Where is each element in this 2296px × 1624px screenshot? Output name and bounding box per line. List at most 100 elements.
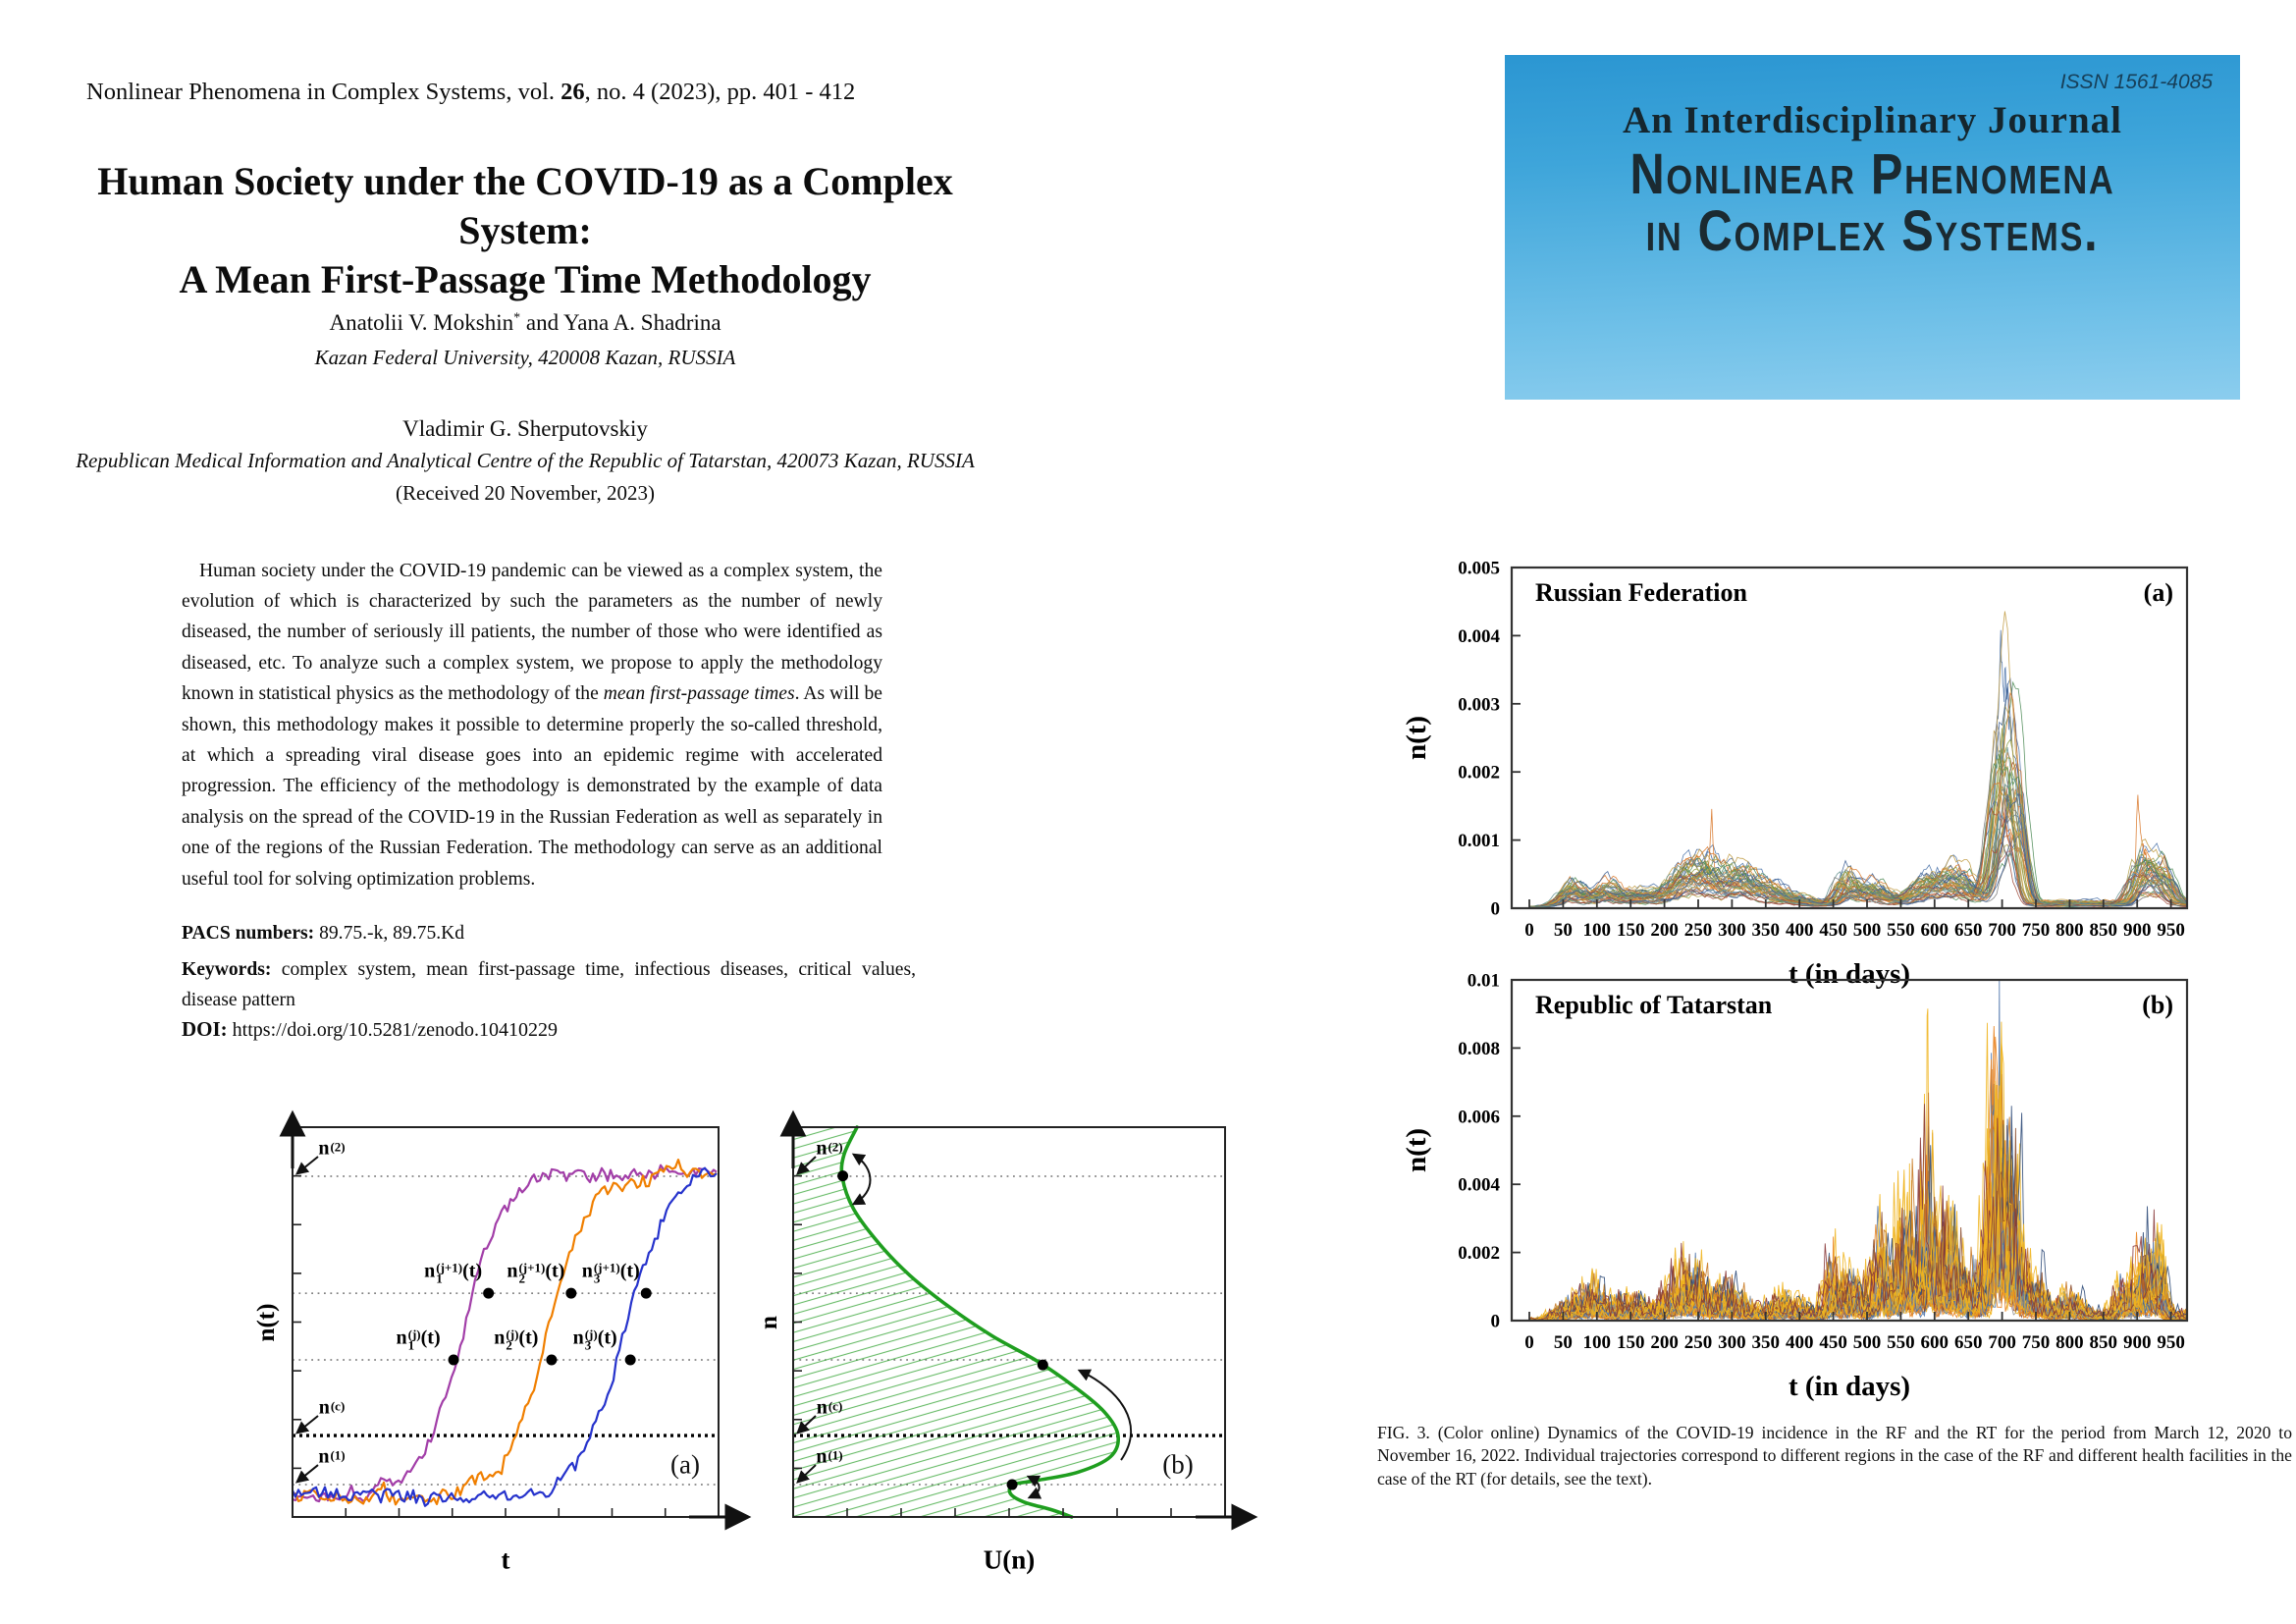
svg-text:0.005: 0.005 — [1458, 559, 1500, 579]
svg-text:50: 50 — [1554, 1332, 1573, 1353]
keywords-line: Keywords: complex system, mean first-pas… — [182, 954, 916, 1016]
keywords-value: complex system, mean first-passage time,… — [182, 959, 916, 1011]
svg-text:0: 0 — [1524, 920, 1534, 941]
svg-text:200: 200 — [1650, 920, 1679, 941]
fig3-panel-a-russian-federation: 0 0.001 0.002 0.003 0.004 0.005 0 50 100 150 200 25… — [1374, 530, 2296, 992]
svg-text:600: 600 — [1921, 920, 1949, 941]
svg-text:650: 650 — [1954, 920, 1983, 941]
svg-text:750: 750 — [2022, 1332, 2051, 1353]
state-dot-2 — [1006, 1479, 1018, 1490]
crossing-label-0-1: n (j+1) 2 (t) — [507, 1260, 565, 1286]
keywords-label: Keywords: — [182, 959, 272, 980]
svg-text:0.006: 0.006 — [1458, 1107, 1500, 1127]
svg-text:n(t): n(t) — [1401, 716, 1432, 760]
svg-text:0.001: 0.001 — [1458, 831, 1500, 851]
crossing-label-1-2: n (j) 3 (t) — [572, 1326, 617, 1353]
svg-text:400: 400 — [1786, 920, 1814, 941]
cover-issn: ISSN 1561-4085 — [2059, 71, 2213, 93]
svg-text:500: 500 — [1853, 920, 1882, 941]
svg-text:450: 450 — [1819, 920, 1847, 941]
svg-text:650: 650 — [1954, 1332, 1983, 1353]
potential-hatched-region — [793, 1127, 1119, 1517]
title-line-1: Human Society under the COVID-19 as a Co… — [97, 159, 953, 252]
doi-line: DOI: https://doi.org/10.5281/zenodo.1041… — [182, 1017, 928, 1042]
level-label-nc: n (c) — [816, 1396, 843, 1419]
journal-reference-prefix: Nonlinear Phenomena in Complex Systems, … — [86, 79, 561, 105]
svg-text:300: 300 — [1718, 920, 1746, 941]
svg-text:0.004: 0.004 — [1458, 626, 1500, 647]
svg-text:900: 900 — [2123, 920, 2152, 941]
svg-text:500: 500 — [1853, 1332, 1882, 1353]
svg-text:950: 950 — [2157, 1332, 2185, 1353]
mfpt-schematic-panel-b: n (2) n (c) n (1) n U(n) (b) — [756, 1100, 1261, 1624]
x-axis-label-b: U(n) — [983, 1544, 1036, 1575]
title-line-2: A Mean First-Passage Time Methodology — [179, 257, 872, 301]
cover-title-line-2: in Complex Systems. — [1645, 199, 2100, 263]
crossing-label-0-2: n (j+1) 3 (t) — [581, 1260, 640, 1286]
svg-text:250: 250 — [1684, 920, 1713, 941]
schematic-svg-a — [279, 1110, 752, 1531]
authors-line: Anatolii V. Mokshin* and Yana A. Shadrin… — [39, 310, 1011, 336]
svg-text:150: 150 — [1617, 920, 1645, 941]
fig3-trajectories-fig3a — [1528, 611, 2186, 907]
crossing-label-1-1: n (j) 2 (t) — [494, 1326, 539, 1353]
fig3-caption: FIG. 3. (Color online) Dynamics of the C… — [1377, 1423, 2292, 1489]
page-title: Human Society under the COVID-19 as a Co… — [39, 157, 1011, 304]
svg-text:0.01: 0.01 — [1468, 971, 1500, 992]
svg-text:550: 550 — [1887, 920, 1915, 941]
level-label-n2: n (2) — [816, 1137, 843, 1160]
potential-curve — [839, 1125, 1120, 1519]
svg-text:350: 350 — [1752, 920, 1781, 941]
schematic-svg-b — [779, 1110, 1258, 1531]
svg-text:850: 850 — [2090, 1332, 2118, 1353]
svg-text:t (in days): t (in days) — [1789, 958, 1910, 990]
abstract-text-post: . As will be shown, this methodology mak… — [182, 683, 882, 890]
pacs-label: PACS numbers: — [182, 923, 315, 944]
svg-text:300: 300 — [1718, 1332, 1746, 1353]
abstract-text-pre: Human society under the COVID-19 pandemi… — [182, 560, 882, 705]
svg-text:n(t): n(t) — [1401, 1128, 1432, 1172]
fig3-panel-b-republic-of-tatarstan: 0 0.002 0.004 0.006 0.008 0.01 0 50 100 150 200 250… — [1374, 943, 2296, 1424]
abstract-text-italic: mean first-passage times — [603, 683, 795, 705]
schematic-trajectories — [292, 1158, 718, 1507]
svg-text:Republic of Tatarstan: Republic of Tatarstan — [1535, 991, 1773, 1019]
svg-text:900: 900 — [2123, 1332, 2152, 1353]
svg-text:100: 100 — [1583, 920, 1612, 941]
fig3-svg-fig3b: 0 0.002 0.004 0.006 0.008 0.01 0 50 100 150 200 250… — [1401, 971, 2189, 1402]
cover-subtitle: An Interdisciplinary Journal — [1622, 99, 2123, 141]
svg-text:100: 100 — [1583, 1332, 1612, 1353]
y-axis-label-a: n(t) — [253, 1303, 280, 1341]
svg-text:700: 700 — [1988, 920, 2016, 941]
svg-text:(b): (b) — [2142, 991, 2173, 1019]
svg-text:550: 550 — [1887, 1332, 1915, 1353]
svg-text:0.008: 0.008 — [1458, 1039, 1500, 1059]
svg-text:850: 850 — [2090, 920, 2118, 941]
affiliation-2: Republican Medical Information and Analy… — [76, 449, 975, 472]
svg-text:450: 450 — [1819, 1332, 1847, 1353]
level-label-n1: n (1) — [318, 1445, 346, 1468]
panel-tag-b: (b) — [1162, 1449, 1194, 1480]
level-label-n2: n (2) — [318, 1137, 346, 1160]
fig3-trajectories-fig3b — [1528, 981, 2186, 1320]
received-date: (Received 20 November, 2023) — [396, 481, 655, 505]
crossing-label-1-0: n (j) 1 (t) — [396, 1326, 441, 1353]
svg-text:0: 0 — [1491, 899, 1501, 920]
svg-text:350: 350 — [1752, 1332, 1781, 1353]
cover-title-line-1: Nonlinear Phenomena — [1629, 142, 2115, 206]
author-2: Vladimir G. Sherputovskiy — [402, 416, 648, 441]
svg-text:750: 750 — [2022, 920, 2051, 941]
state-dot-1 — [1037, 1359, 1048, 1371]
pacs-value: 89.75.-k, 89.75.Kd — [314, 923, 465, 944]
crossing-label-0-0: n (j+1) 1 (t) — [424, 1260, 483, 1286]
level-label-nc: n (c) — [318, 1396, 346, 1419]
x-axis-label-a: t — [501, 1544, 510, 1575]
journal-volume: 26 — [561, 79, 585, 105]
svg-text:800: 800 — [2056, 920, 2084, 941]
state-dot-0 — [837, 1170, 849, 1182]
author-1: Anatolii V. Mokshin — [329, 310, 514, 335]
journal-reference-suffix: , no. 4 (2023), pp. 401 - 412 — [584, 79, 856, 105]
svg-text:Russian Federation: Russian Federation — [1535, 578, 1748, 607]
svg-text:0: 0 — [1524, 1332, 1534, 1353]
doi-link[interactable]: https://doi.org/10.5281/zenodo.10410229 — [227, 1019, 558, 1041]
affiliation-1: Kazan Federal University, 420008 Kazan, … — [314, 346, 736, 369]
